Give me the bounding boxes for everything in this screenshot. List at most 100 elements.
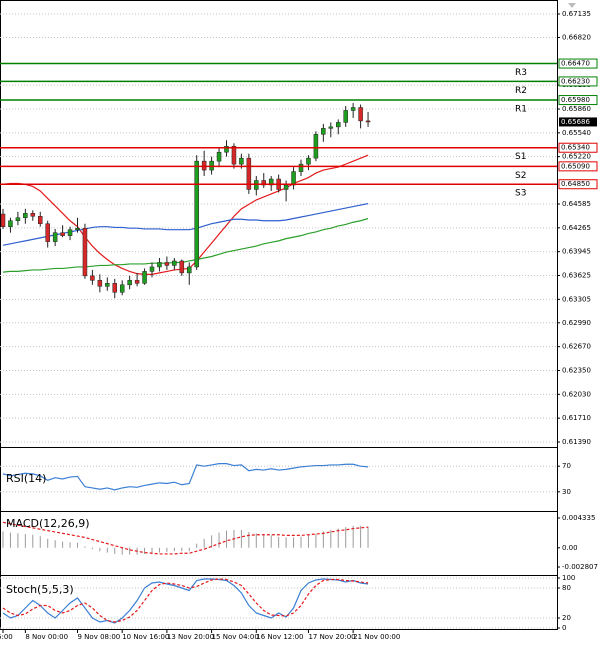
candle-body xyxy=(179,260,185,274)
candle-body xyxy=(365,120,371,123)
x-tick-label: 17 Nov 20:00 xyxy=(308,633,355,641)
histogram-bar xyxy=(263,534,265,548)
histogram-bar xyxy=(360,525,362,548)
histogram-bar xyxy=(39,536,41,548)
histogram-bar xyxy=(188,547,190,552)
histogram-bar xyxy=(315,534,317,548)
histogram-bar xyxy=(114,547,116,554)
y-tick-label: 0.61710 xyxy=(562,414,591,422)
level-price: 0.65980 xyxy=(561,96,590,104)
level-price-box xyxy=(558,76,598,87)
histogram-bar xyxy=(307,535,309,548)
histogram-bar xyxy=(106,547,108,553)
candle-body xyxy=(45,223,50,242)
histogram-bar xyxy=(47,538,49,548)
level-price: 0.65090 xyxy=(561,162,590,170)
histogram-bar xyxy=(337,528,339,548)
x-tick-label: 8 Nov 00:00 xyxy=(25,633,68,641)
y-tick-label: -0.002807 xyxy=(562,563,598,571)
level-price: 0.65340 xyxy=(561,144,590,152)
histogram-bar xyxy=(77,542,78,548)
candle-body xyxy=(0,213,6,227)
candle-body xyxy=(8,220,13,227)
panel-title: MACD(12,26,9) xyxy=(6,517,90,530)
histogram-bar xyxy=(270,535,272,548)
y-tick-label: 30 xyxy=(562,488,571,496)
histogram-bar xyxy=(151,547,153,554)
y-tick-label: 0.67135 xyxy=(562,10,591,18)
y-tick-label: 20 xyxy=(562,614,571,622)
candle-body xyxy=(350,107,356,111)
histogram-bar xyxy=(218,532,220,548)
candle-body xyxy=(328,126,334,129)
level-name: S3 xyxy=(515,189,526,199)
y-tick-label: 0.65860 xyxy=(562,105,591,113)
level-name: R3 xyxy=(515,68,527,78)
histogram-bar xyxy=(99,547,101,552)
histogram-bar xyxy=(54,540,56,548)
histogram-bar xyxy=(17,533,19,548)
signal-line xyxy=(2,521,369,555)
candle-body xyxy=(157,262,162,268)
current-price: 0.65686 xyxy=(561,118,590,126)
x-tick-label: 7 Nov 16:00 xyxy=(0,633,13,641)
histogram-bar xyxy=(211,535,213,548)
moving-average xyxy=(2,154,369,275)
y-tick-label: 0.63945 xyxy=(562,248,591,256)
y-tick-label: 0.62030 xyxy=(562,390,591,398)
current-price-box xyxy=(559,117,597,127)
histogram-bar xyxy=(248,531,250,548)
candle-body xyxy=(164,262,170,266)
histogram-bar xyxy=(144,547,146,554)
y-tick-label: 0.63625 xyxy=(562,272,591,280)
y-tick-label: 0.63305 xyxy=(562,295,591,303)
histogram-bar xyxy=(240,529,242,548)
candle-body xyxy=(298,163,304,172)
histogram-bar xyxy=(173,547,175,552)
candle-body xyxy=(112,283,117,293)
level-price: 0.64850 xyxy=(561,180,590,188)
candle-body xyxy=(358,107,363,122)
level-price-box xyxy=(558,58,598,69)
y-tick-label: 70 xyxy=(562,462,571,470)
y-tick-label: 100 xyxy=(562,574,575,582)
panel-title: RSI(14) xyxy=(6,472,46,485)
candle-body xyxy=(82,227,88,277)
y-tick-label: 0.62990 xyxy=(562,319,591,327)
level-price: 0.66470 xyxy=(561,60,590,68)
histogram-bar xyxy=(2,531,4,548)
x-tick-label: 9 Nov 08:00 xyxy=(78,633,121,641)
y-tick-label: 0.62670 xyxy=(562,343,591,351)
histogram-bar xyxy=(367,526,369,548)
y-tick-label: 0.62350 xyxy=(562,366,591,374)
candle-body xyxy=(52,232,58,242)
indicator-line xyxy=(2,578,369,624)
candle-body xyxy=(224,145,229,153)
histogram-bar xyxy=(278,536,280,548)
level-name: R2 xyxy=(515,86,527,96)
histogram-bar xyxy=(285,537,287,548)
candle-body xyxy=(343,110,348,123)
panel-title: Stoch(5,5,3) xyxy=(6,583,74,596)
y-tick-label: 0.66820 xyxy=(562,33,591,41)
candle-body xyxy=(239,157,244,165)
histogram-bar xyxy=(129,547,131,555)
candle-body xyxy=(97,280,103,287)
histogram-bar xyxy=(293,537,295,548)
candle-body xyxy=(30,213,36,217)
candle-body xyxy=(321,128,326,135)
y-tick-label: 0.61390 xyxy=(562,438,591,446)
histogram-bar xyxy=(32,534,34,548)
candle-body xyxy=(127,280,132,286)
y-tick-label: 0.65220 xyxy=(562,153,591,161)
histogram-bar xyxy=(203,538,205,548)
level-price-box xyxy=(558,161,598,172)
moving-average xyxy=(2,217,369,273)
candle-body xyxy=(67,229,73,236)
candle-body xyxy=(246,157,252,190)
menu-arrow xyxy=(568,3,576,8)
x-tick-label: 10 Nov 16:00 xyxy=(122,633,169,641)
candle-body xyxy=(313,134,319,159)
candle-body xyxy=(142,271,147,284)
